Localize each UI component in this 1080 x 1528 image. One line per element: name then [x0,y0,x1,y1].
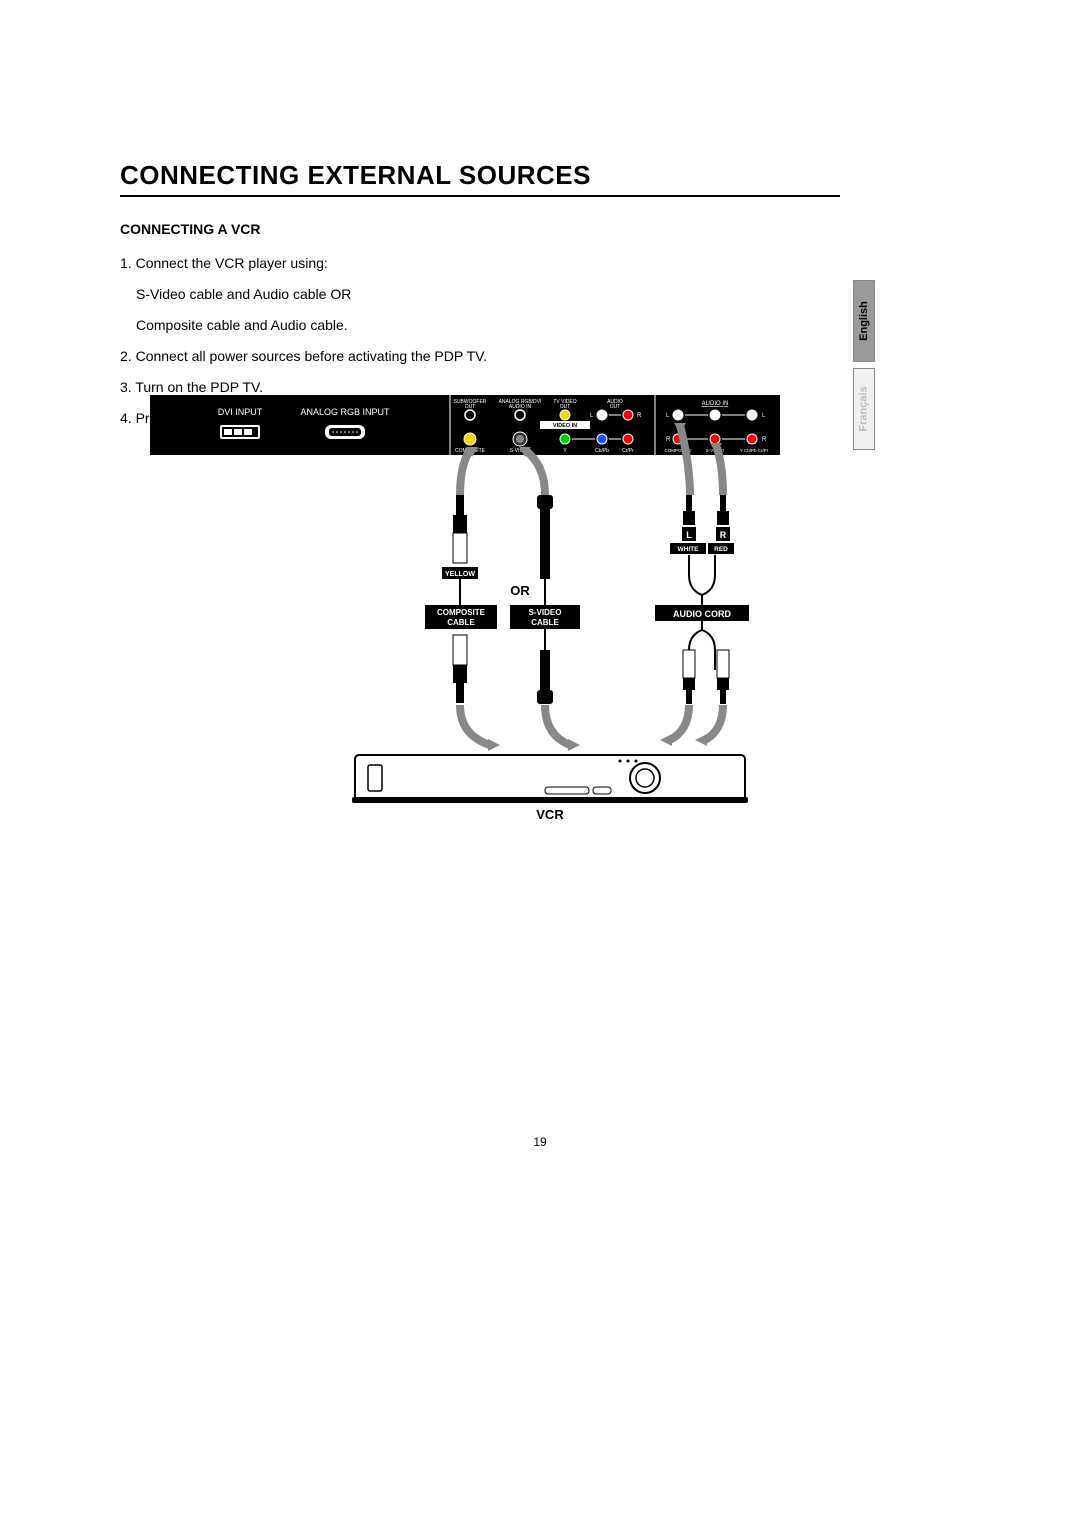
svg-text:OUT: OUT [465,404,476,410]
svg-text:Y Cb/Pb Cr/Pr: Y Cb/Pb Cr/Pr [740,448,769,453]
svg-text:OUT: OUT [610,404,621,410]
svg-text:WHITE: WHITE [678,546,700,553]
page-title: CONNECTING EXTERNAL SOURCES [120,160,840,197]
svg-text:S-VIDEO: S-VIDEO [529,608,562,617]
step-text: Connect the VCR player using: [136,255,328,271]
tab-english[interactable]: English [853,280,875,362]
svg-text:Cr/Pr: Cr/Pr [622,448,634,454]
svg-text:AUDIO IN: AUDIO IN [702,401,729,407]
svg-text:Cb/Pb: Cb/Pb [595,448,609,454]
svg-text:RED: RED [714,546,728,553]
svg-text:AUDIO IN: AUDIO IN [509,404,532,410]
step-num: 4. [120,410,132,426]
section-subtitle: CONNECTING A VCR [120,221,840,237]
page-number: 19 [0,1135,1080,1149]
step-num: 2. [120,348,132,364]
svg-text:COMPOSITE: COMPOSITE [437,608,486,617]
svg-text:DVI INPUT: DVI INPUT [218,407,263,417]
step-1: 1. Connect the VCR player using: S-Video… [120,253,840,336]
step-text: Turn on the PDP TV. [135,379,263,395]
step-2: 2. Connect all power sources before acti… [120,346,840,367]
svg-text:OUT: OUT [560,404,571,410]
svg-text:VIDEO IN: VIDEO IN [553,423,577,429]
tab-francais[interactable]: Français [853,368,875,450]
connection-diagram: DVI INPUT ANALOG RGB INPUT SUBWOOFER OUT… [150,395,780,825]
step-num: 3. [120,379,132,395]
svg-text:CABLE: CABLE [531,618,559,627]
svg-text:AUDIO CORD: AUDIO CORD [673,609,731,619]
svg-text:CABLE: CABLE [447,618,475,627]
svg-text:ANALOG RGB INPUT: ANALOG RGB INPUT [300,407,390,417]
step-text: Connect all power sources before activat… [136,348,488,364]
svg-text:R: R [720,530,727,540]
svg-text:YELLOW: YELLOW [445,571,475,578]
language-tabs: English Français [853,280,875,450]
svg-text:R: R [637,413,642,419]
svg-text:L: L [686,530,692,540]
svg-text:OR: OR [510,583,530,598]
svg-text:R: R [762,437,767,443]
svg-text:R: R [666,437,671,443]
step-sub: S-Video cable and Audio cable OR [136,284,840,305]
step-num: 1. [120,255,132,271]
step-sub: Composite cable and Audio cable. [136,315,840,336]
svg-text:VCR: VCR [536,807,564,822]
